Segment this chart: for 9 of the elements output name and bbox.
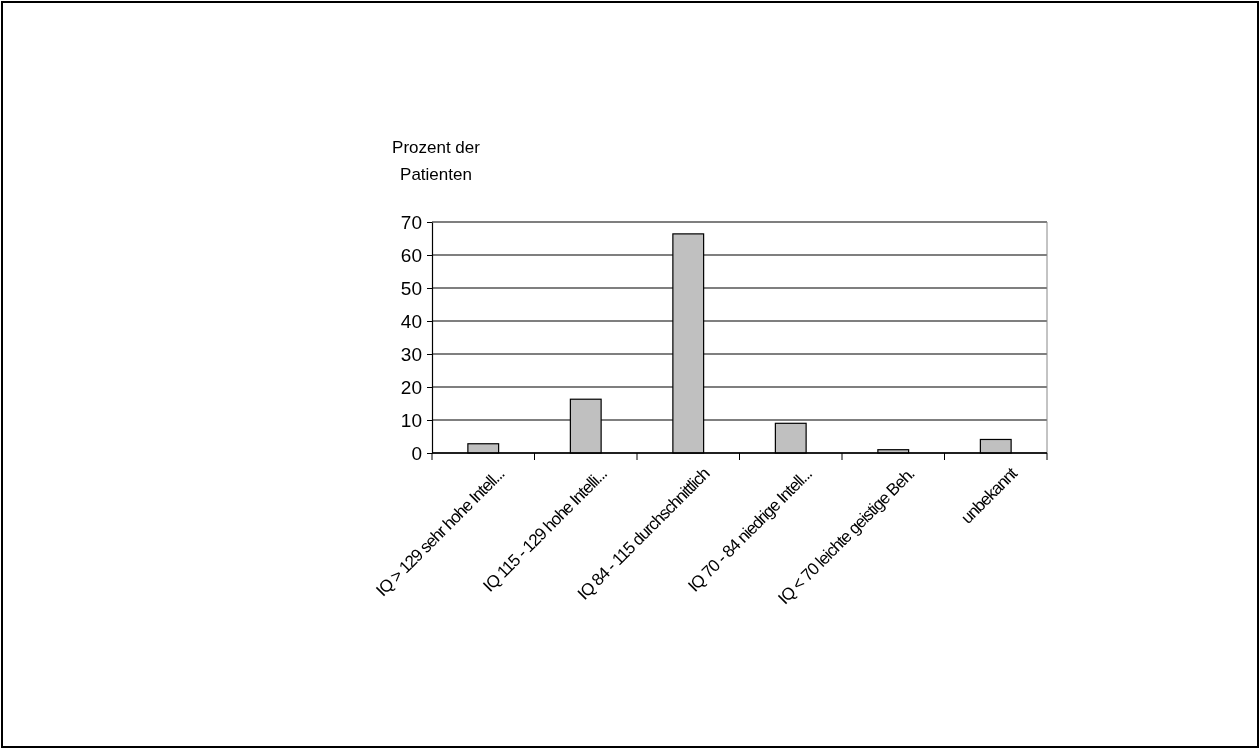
y-axis-title: Prozent der Patienten: [392, 138, 481, 184]
y-tick-label: 0: [411, 442, 422, 464]
y-tick-label: 60: [400, 244, 422, 266]
y-tick-label: 40: [400, 310, 422, 332]
y-tick-label: 70: [400, 211, 422, 233]
y-tick-label: 30: [400, 343, 422, 365]
y-tick-label: 50: [400, 277, 422, 299]
y-tick-label: 20: [400, 376, 422, 398]
y-tick-label: 10: [400, 409, 422, 431]
